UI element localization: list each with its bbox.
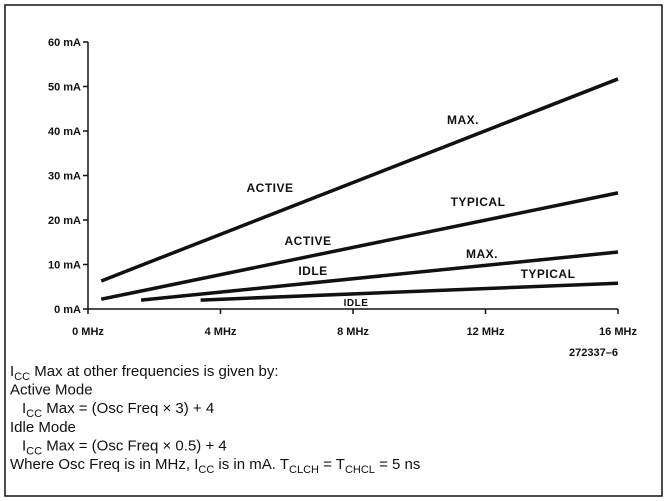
annotation: MAX. xyxy=(466,247,498,261)
figure-id: 272337–6 xyxy=(569,347,618,359)
annotation: TYPICAL xyxy=(451,195,506,209)
line xyxy=(140,250,619,302)
y-tick-label: 0 mA xyxy=(54,304,81,316)
note-line: Active Mode xyxy=(10,382,93,399)
note-line: ICC Max = (Osc Freq × 0.5) + 4 xyxy=(22,437,227,457)
y-tick-label: 60 mA xyxy=(48,37,81,49)
annotation: ACTIVE xyxy=(284,234,331,248)
y-tick-label: 50 mA xyxy=(48,82,81,94)
x-tick-label: 8 MHz xyxy=(337,326,369,338)
y-tick-label: 40 mA xyxy=(48,126,81,138)
annotation: IDLE xyxy=(298,264,327,278)
annotation: IDLE xyxy=(344,298,369,309)
note-text: I xyxy=(22,437,26,454)
y-tick-label: 30 mA xyxy=(48,171,81,183)
note-text: Max = (Osc Freq × 3) + 4 xyxy=(42,400,214,417)
note-text: Max = (Osc Freq × 0.5) + 4 xyxy=(42,437,227,454)
annotation: MAX. xyxy=(447,113,479,127)
subscript: CHCL xyxy=(345,464,375,476)
subscript: CC xyxy=(14,371,30,383)
note-text: Where Osc Freq is in MHz, I xyxy=(10,456,198,473)
note-line: Where Osc Freq is in MHz, ICC is in mA. … xyxy=(10,456,420,476)
y-tick-label: 10 mA xyxy=(48,260,81,272)
note-line: ICC Max = (Osc Freq × 3) + 4 xyxy=(22,400,214,420)
line xyxy=(100,191,619,301)
note-line: ICC Max at other frequencies is given by… xyxy=(10,363,279,383)
note-text: I xyxy=(10,363,14,380)
subscript: CLCH xyxy=(289,464,319,476)
x-tick-label: 0 MHz xyxy=(72,326,104,338)
annotation: ACTIVE xyxy=(246,181,293,195)
subscript: CC xyxy=(26,408,42,420)
note-text: = T xyxy=(319,456,345,473)
note-line: Idle Mode xyxy=(10,419,76,436)
line xyxy=(200,281,619,302)
subscript: CC xyxy=(198,464,214,476)
note-text: = 5 ns xyxy=(375,456,420,473)
y-tick-label: 20 mA xyxy=(48,215,81,227)
note-text: I xyxy=(22,400,26,417)
note-text: Idle Mode xyxy=(10,419,76,436)
x-tick-label: 4 MHz xyxy=(205,326,237,338)
annotation: TYPICAL xyxy=(521,267,576,281)
line xyxy=(100,77,619,283)
x-tick-label: 12 MHz xyxy=(467,326,505,338)
note-text: is in mA. T xyxy=(214,456,289,473)
frame xyxy=(4,4,663,497)
note-text: Max at other frequencies is given by: xyxy=(30,363,278,380)
x-tick-label: 16 MHz xyxy=(599,326,637,338)
subscript: CC xyxy=(26,445,42,457)
note-text: Active Mode xyxy=(10,382,93,399)
